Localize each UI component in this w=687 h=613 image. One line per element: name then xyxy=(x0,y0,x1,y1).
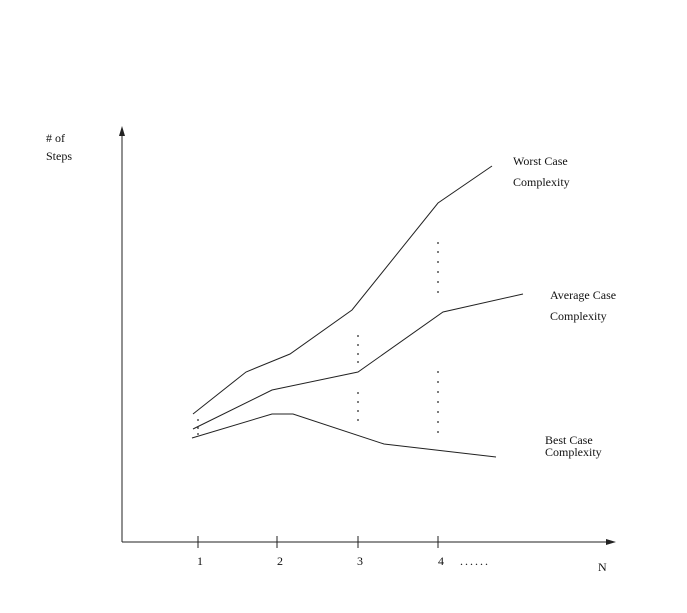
dotted-gap-n3-lower xyxy=(357,392,359,421)
best-case-label-line1: Best Case xyxy=(545,433,593,447)
dotted-gap-n3-upper xyxy=(357,335,359,363)
x-tick-label-2: 2 xyxy=(277,554,283,568)
x-tick-label-4: 4 xyxy=(438,554,444,568)
x-axis-label: N xyxy=(598,560,607,574)
y-axis-label-line2: Steps xyxy=(46,149,73,164)
worst-case-curve xyxy=(192,165,493,415)
best-case-label-line2: Complexity xyxy=(545,445,602,459)
x-continuation-dots: ...... xyxy=(460,554,490,568)
best-case-curve xyxy=(191,413,497,458)
y-axis-label-line1: # of xyxy=(46,131,65,145)
x-axis-arrowhead xyxy=(606,539,616,545)
x-tick-label-1: 1 xyxy=(197,554,203,568)
y-axis-label: # of Steps xyxy=(46,131,72,164)
worst-case-label-line1: Worst Case xyxy=(513,154,568,168)
dotted-gap-n1 xyxy=(197,419,199,435)
average-case-curve xyxy=(192,293,524,430)
average-case-label-line2: Complexity xyxy=(550,309,607,324)
worst-case-label-line2: Complexity xyxy=(513,175,570,190)
worst-case-label: Worst Case Complexity xyxy=(513,154,570,190)
average-case-label: Average Case Complexity xyxy=(550,288,616,324)
y-axis-arrowhead xyxy=(119,126,125,136)
dotted-gap-n4-upper xyxy=(437,242,439,293)
x-tick-label-3: 3 xyxy=(357,554,363,568)
average-case-label-line1: Average Case xyxy=(550,288,617,302)
dotted-gap-n4-lower xyxy=(437,371,439,433)
best-case-label: Best Case Complexity xyxy=(545,434,602,458)
